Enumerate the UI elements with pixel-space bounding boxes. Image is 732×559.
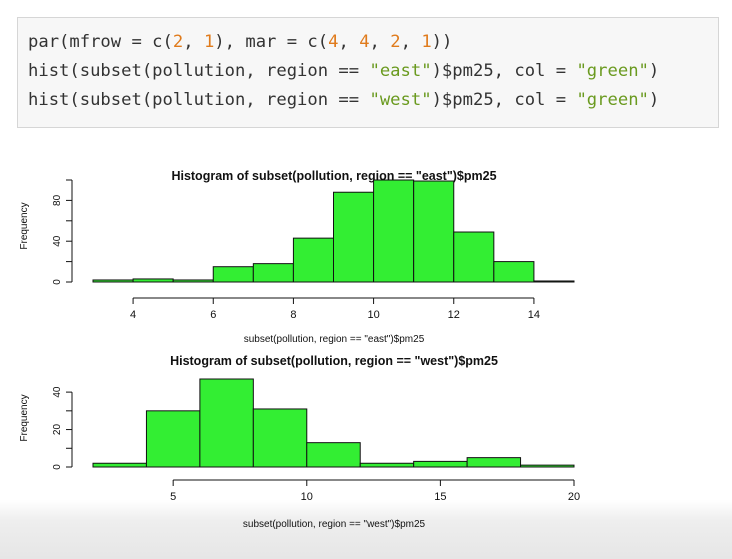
- y-tick-label: 40: [52, 386, 63, 398]
- x-tick-label: 10: [367, 309, 379, 321]
- x-tick-label: 5: [170, 491, 176, 503]
- histogram-2: Histogram of subset(pollution, region ==…: [19, 354, 580, 530]
- histogram-bar: [520, 464, 575, 468]
- y-tick-label: 0: [52, 464, 63, 470]
- histogram-bar: [373, 179, 415, 283]
- histogram-bar: [533, 280, 575, 283]
- code-cell[interactable]: par(mfrow = c(2, 1), mar = c(4, 4, 2, 1)…: [17, 17, 719, 128]
- y-tick-label: 0: [52, 279, 63, 285]
- y-tick-label: 40: [52, 235, 63, 247]
- histogram-bar: [252, 408, 308, 468]
- x-tick-label: 20: [568, 491, 580, 503]
- histogram-bar: [333, 191, 375, 283]
- chart-title: Histogram of subset(pollution, region ==…: [171, 169, 496, 183]
- x-tick-label: 6: [210, 309, 216, 321]
- code-line-2: hist(subset(pollution, region == "east")…: [28, 61, 660, 81]
- x-axis-label: subset(pollution, region == "east")$pm25: [244, 334, 425, 345]
- x-tick-label: 12: [448, 309, 460, 321]
- histogram-bar: [292, 237, 334, 283]
- histogram-bar: [493, 261, 535, 283]
- y-axis-label: Frequency: [19, 202, 30, 249]
- code-line-1: par(mfrow = c(2, 1), mar = c(4, 4, 2, 1)…: [28, 32, 453, 52]
- histogram-bar: [413, 180, 455, 283]
- x-axis-label: subset(pollution, region == "west")$pm25: [243, 519, 426, 530]
- code-line-3: hist(subset(pollution, region == "west")…: [28, 90, 660, 110]
- y-axis-label: Frequency: [19, 394, 30, 441]
- histogram-bar: [413, 460, 468, 468]
- histogram-bar: [212, 266, 254, 283]
- histogram-bar: [92, 462, 147, 468]
- x-tick-label: 4: [130, 309, 136, 321]
- histogram-1: Histogram of subset(pollution, region ==…: [19, 169, 575, 345]
- histogram-bar: [359, 462, 415, 468]
- x-tick-label: 14: [528, 309, 540, 321]
- histogram-bar: [172, 279, 214, 283]
- chart-title: Histogram of subset(pollution, region ==…: [170, 354, 498, 368]
- histogram-bar: [466, 457, 522, 468]
- histogram-bar: [145, 410, 201, 468]
- bottom-fade: [0, 500, 732, 559]
- x-tick-label: 15: [434, 491, 446, 503]
- histogram-bar: [199, 378, 254, 468]
- y-tick-label: 20: [52, 424, 63, 436]
- x-tick-label: 10: [301, 491, 313, 503]
- histogram-bar: [306, 442, 361, 468]
- x-tick-label: 8: [290, 309, 296, 321]
- histogram-bar: [132, 278, 174, 283]
- y-tick-label: 80: [52, 194, 63, 206]
- histogram-bar: [92, 279, 134, 283]
- histogram-bar: [252, 263, 294, 283]
- histogram-bar: [453, 231, 495, 283]
